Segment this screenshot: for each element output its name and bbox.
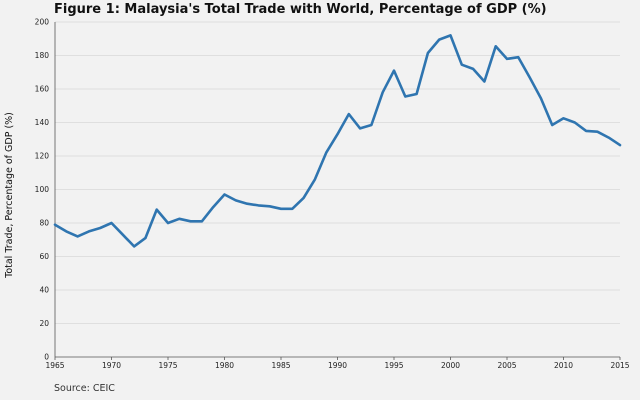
data-point-2015 [619, 144, 622, 147]
data-point-1981 [235, 199, 238, 202]
data-point-1991 [348, 113, 351, 116]
data-point-1980 [223, 193, 226, 196]
x-tick-label-1975: 1975 [158, 361, 177, 370]
x-tick-label-2005: 2005 [497, 361, 516, 370]
data-point-1978 [201, 220, 204, 223]
data-point-1997 [415, 93, 418, 96]
y-axis-label: Total Trade, Percentage of GDP (%) [4, 112, 15, 279]
x-tick-label-1965: 1965 [45, 361, 64, 370]
y-tick-label-80: 80 [39, 219, 49, 228]
gridlines [55, 21, 620, 324]
data-point-2003 [483, 80, 486, 83]
data-point-1990 [336, 133, 339, 136]
data-point-1968 [88, 230, 91, 233]
data-point-1965 [54, 223, 57, 226]
data-point-1974 [155, 208, 158, 211]
x-tick-label-1990: 1990 [328, 361, 347, 370]
series-group [53, 34, 622, 248]
y-tick-label-120: 120 [35, 152, 50, 161]
data-point-2007 [528, 76, 531, 79]
data-point-1975 [167, 222, 170, 225]
data-point-1966 [65, 230, 68, 233]
data-point-1982 [246, 202, 249, 205]
data-point-1979 [212, 206, 215, 209]
y-axis-ticks: 0 20 40 60 80 100 120 140 160 180 200 [35, 18, 50, 362]
x-tick-label-2000: 2000 [441, 361, 460, 370]
chart-title: Figure 1: Malaysia's Total Trade with Wo… [54, 2, 547, 17]
data-point-1995 [393, 69, 396, 72]
data-point-2001 [461, 63, 464, 66]
data-point-1985 [280, 207, 283, 210]
data-point-1983 [257, 204, 260, 207]
data-point-1987 [302, 197, 305, 200]
data-point-2006 [517, 56, 520, 59]
data-point-2014 [607, 136, 610, 139]
series-line-0 [53, 34, 622, 248]
data-point-1977 [189, 220, 192, 223]
data-point-1988 [314, 178, 317, 181]
x-tick-label-2010: 2010 [554, 361, 573, 370]
data-point-2010 [562, 117, 565, 120]
data-point-2005 [506, 58, 509, 61]
data-point-2009 [551, 124, 554, 127]
source-note: Source: CEIC [54, 383, 115, 394]
y-tick-label-160: 160 [35, 85, 50, 94]
data-point-2000 [449, 34, 452, 37]
data-point-2002 [472, 68, 475, 71]
data-point-1967 [76, 235, 79, 238]
data-point-1992 [359, 127, 362, 130]
data-point-2008 [540, 97, 543, 100]
x-tick-label-1985: 1985 [271, 361, 290, 370]
data-point-1984 [268, 205, 271, 208]
data-point-2011 [574, 121, 577, 124]
x-tick-label-1970: 1970 [102, 361, 121, 370]
data-point-1994 [381, 91, 384, 94]
data-point-1973 [144, 237, 147, 240]
data-point-1998 [427, 52, 430, 55]
data-point-1993 [370, 124, 373, 127]
data-point-1969 [99, 227, 102, 230]
data-point-1976 [178, 218, 181, 221]
data-point-2012 [585, 130, 588, 133]
data-point-1970 [110, 222, 113, 225]
data-point-1972 [133, 245, 136, 248]
x-tick-label-1980: 1980 [215, 361, 234, 370]
y-tick-label-40: 40 [39, 286, 49, 295]
data-point-2004 [494, 45, 497, 48]
x-tick-label-1995: 1995 [384, 361, 403, 370]
y-tick-label-140: 140 [35, 118, 50, 127]
y-tick-label-100: 100 [35, 185, 50, 194]
y-tick-label-20: 20 [39, 319, 49, 328]
data-point-1971 [122, 233, 125, 236]
y-tick-label-60: 60 [39, 252, 49, 261]
x-tick-label-2015: 2015 [610, 361, 629, 370]
data-point-2013 [596, 130, 599, 133]
data-point-1989 [325, 151, 328, 154]
data-point-1999 [438, 38, 441, 41]
y-tick-label-180: 180 [35, 51, 50, 60]
data-point-1996 [404, 95, 407, 98]
data-point-1986 [291, 207, 294, 210]
x-axis-ticks: 1965 1970 1975 1980 1985 1990 1995 2000 2005 2010… [45, 357, 630, 370]
y-tick-label-200: 200 [35, 18, 50, 27]
y-tick-label-0: 0 [44, 353, 49, 362]
